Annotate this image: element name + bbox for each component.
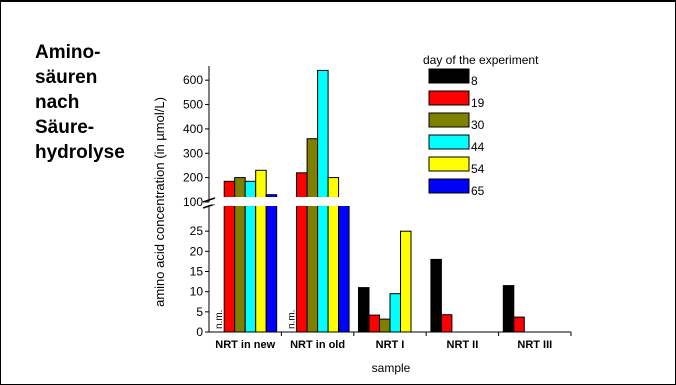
bar [440,314,453,333]
y-tick-label: 200 [183,171,203,185]
y-tick-label: 15 [190,265,204,279]
x-axis-title: sample [372,361,411,375]
bar [513,316,525,333]
bar [338,197,350,333]
bar [265,194,278,333]
axis-break-mark [202,203,216,209]
legend-swatch [428,68,470,84]
side-title: Amino- säuren nach Säure- hydrolyse [35,40,135,165]
legend-swatch [428,90,470,106]
legend-label: 19 [471,96,485,110]
bar [389,293,401,333]
bar [400,230,412,333]
y-axis-title: amino acid concentration (in µmol/L) [152,97,167,307]
bar [379,318,391,333]
y-tick-label: 600 [183,73,203,87]
bar [502,285,515,333]
legend-title: day of the experiment [423,53,539,67]
side-title-line: hydrolyse [35,142,125,163]
legend-label: 65 [471,184,485,198]
text-layer: n.m. n.m. 0 5 10 15 20 25 100 200 300 400 500 600 NRT … [152,73,552,375]
y-tick-label: 300 [183,146,203,160]
legend-swatch [428,112,470,128]
not-measured-label: n.m. [214,310,225,329]
axes-layer [202,66,572,336]
bar [306,138,319,333]
not-measured-label: n.m. [286,310,297,329]
x-tick-label: NRT I [376,339,405,351]
y-tick-label: 500 [183,98,203,112]
bar [296,172,308,333]
side-title-line: Säure- [35,117,95,138]
y-tick-label: 0 [196,325,203,339]
legend-label: 30 [471,118,485,132]
y-tick-label: 25 [190,224,204,238]
y-tick-label: 5 [196,305,203,319]
y-tick-label: 10 [190,285,204,299]
side-title-line: Amino- [35,42,101,63]
bar [255,169,267,333]
x-tick-label: NRT in old [290,339,345,351]
bar [358,287,370,333]
y-tick-label: 20 [190,244,204,258]
y-tick-label: 400 [183,122,203,136]
legend: day of the experiment 8 19 30 44 54 65 [423,53,539,198]
legend-swatch [428,156,470,172]
x-tick-label: NRT III [517,339,552,351]
x-tick-label: NRT II [447,339,479,351]
legend-label: 44 [471,140,485,154]
bar [368,314,380,333]
axis-break-mark [202,197,216,203]
side-title-line: säuren [35,67,98,88]
x-tick-label: NRT in new [215,339,275,351]
legend-swatch [428,134,470,150]
y-tick-label: 100 [183,195,203,209]
legend-label: 54 [471,162,485,176]
legend-swatch [428,178,470,194]
legend-label: 8 [471,74,478,88]
bar [430,258,442,333]
side-title-line: nach [35,92,80,113]
